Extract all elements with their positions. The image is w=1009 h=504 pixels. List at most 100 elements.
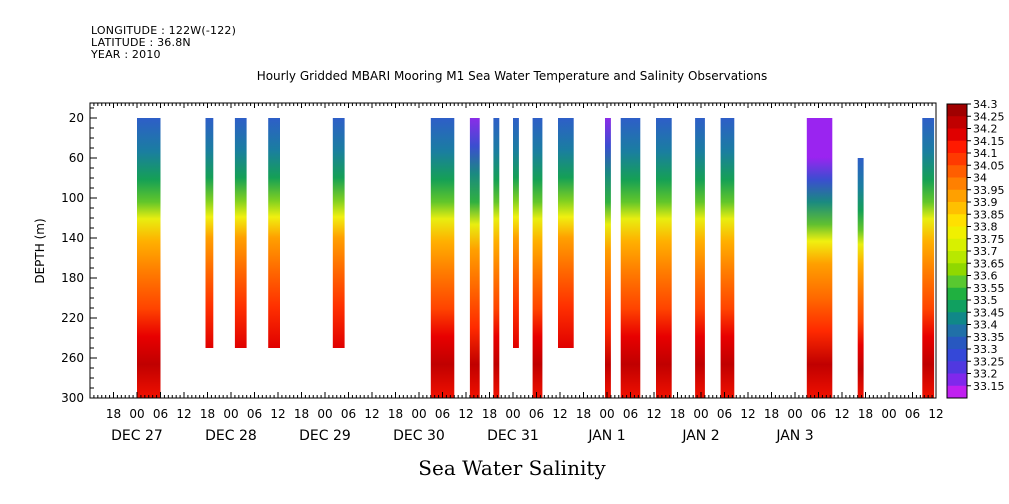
colorbar-label: 33.2 bbox=[973, 368, 998, 381]
observation-column bbox=[513, 118, 519, 348]
x-hour-label: 06 bbox=[341, 407, 356, 421]
y-axis: 20 60 100 140 180 220 260 300 bbox=[61, 107, 97, 405]
observation-column bbox=[469, 118, 480, 398]
colorbar-label: 33.35 bbox=[973, 331, 1005, 344]
x-axis: 18 00 06 12 18 00 06 12 18 00 06 12 18 00 06 12 18 00 06 12… bbox=[89, 392, 944, 444]
longitude-label: LONGITUDE : 122W(-122) bbox=[91, 24, 237, 37]
colorbar-label: 33.6 bbox=[973, 270, 998, 283]
observation-column bbox=[493, 118, 500, 398]
colorbar-label: 33.3 bbox=[973, 343, 998, 356]
x-hour-label: 12 bbox=[270, 407, 285, 421]
colorbar-label: 34.3 bbox=[973, 98, 998, 111]
x-hour-label: 12 bbox=[552, 407, 567, 421]
colorbar-swatch bbox=[947, 238, 967, 252]
observation-column bbox=[558, 118, 574, 348]
observation-column bbox=[620, 118, 641, 398]
x-hour-label: 00 bbox=[505, 407, 520, 421]
x-hour-label: 12 bbox=[364, 407, 379, 421]
x-hour-label: 06 bbox=[529, 407, 544, 421]
colorbar-swatch bbox=[947, 104, 967, 117]
x-hour-label: 00 bbox=[693, 407, 708, 421]
x-hour-label: 12 bbox=[458, 407, 473, 421]
observation-column bbox=[922, 118, 935, 398]
colorbar-label: 33.25 bbox=[973, 355, 1005, 368]
colorbar-label: 33.95 bbox=[973, 184, 1005, 197]
colorbar-label: 33.5 bbox=[973, 294, 998, 307]
colorbar-swatch bbox=[947, 153, 967, 166]
chart-title: Hourly Gridded MBARI Mooring M1 Sea Wate… bbox=[257, 69, 768, 83]
colorbar-label: 33.65 bbox=[973, 257, 1005, 270]
colorbar-label: 33.45 bbox=[973, 306, 1005, 319]
x-hour-label: 06 bbox=[247, 407, 262, 421]
colorbar-swatch bbox=[947, 116, 967, 129]
observation-column bbox=[205, 118, 214, 348]
colorbar-swatch bbox=[947, 275, 967, 289]
colorbar-swatch bbox=[947, 165, 967, 178]
y-tick-label: 220 bbox=[61, 311, 84, 325]
colorbar-label: 33.55 bbox=[973, 282, 1005, 295]
x-hour-label: 06 bbox=[153, 407, 168, 421]
colorbar-swatch bbox=[947, 324, 967, 338]
x-day-label: DEC 31 bbox=[487, 428, 539, 444]
colorbar-swatch bbox=[947, 349, 967, 362]
x-hour-label: 00 bbox=[599, 407, 614, 421]
x-hour-label: 06 bbox=[435, 407, 450, 421]
colorbar-label: 33.8 bbox=[973, 221, 998, 234]
colorbar-label: 34.1 bbox=[973, 147, 998, 160]
x-hour-label: 12 bbox=[740, 407, 755, 421]
x-day-label: JAN 1 bbox=[587, 428, 625, 444]
colorbar-label: 33.4 bbox=[973, 319, 998, 332]
top-minor-ticks bbox=[89, 103, 937, 108]
colorbar-label: 34.15 bbox=[973, 135, 1005, 148]
x-hour-label: 06 bbox=[905, 407, 920, 421]
observation-column bbox=[720, 118, 735, 398]
colorbar-swatch bbox=[947, 177, 967, 191]
observation-column bbox=[332, 118, 345, 348]
y-tick-label: 260 bbox=[61, 351, 84, 365]
colorbar-swatch bbox=[947, 189, 967, 203]
observation-column bbox=[234, 118, 247, 348]
x-hour-label: 18 bbox=[200, 407, 215, 421]
colorbar-swatch bbox=[947, 373, 967, 387]
observation-column bbox=[430, 118, 455, 398]
latitude-label: LATITUDE : 36.8N bbox=[91, 36, 191, 49]
x-hour-label: 18 bbox=[858, 407, 873, 421]
observation-column bbox=[857, 158, 864, 398]
data-columns bbox=[137, 118, 935, 398]
colorbar-swatch bbox=[947, 128, 967, 142]
x-axis-title: Sea Water Salinity bbox=[418, 456, 606, 480]
x-hour-label: 12 bbox=[928, 407, 943, 421]
observation-column bbox=[605, 118, 611, 398]
x-hour-label: 18 bbox=[482, 407, 497, 421]
colorbar-label: 33.9 bbox=[973, 196, 998, 209]
year-label: YEAR : 2010 bbox=[91, 48, 161, 61]
colorbar-label: 33.15 bbox=[973, 380, 1005, 393]
x-day-label: JAN 3 bbox=[775, 428, 813, 444]
observation-column bbox=[695, 118, 705, 398]
y-tick-label: 140 bbox=[61, 231, 84, 245]
colorbar-swatch bbox=[947, 336, 967, 350]
x-day-label: DEC 28 bbox=[205, 428, 257, 444]
colorbar-label: 34.05 bbox=[973, 159, 1005, 172]
colorbar-swatch bbox=[947, 214, 967, 227]
x-day-label: DEC 30 bbox=[393, 428, 445, 444]
observation-column bbox=[137, 118, 161, 398]
colorbar-label: 34 bbox=[973, 172, 987, 185]
x-day-label: DEC 29 bbox=[299, 428, 351, 444]
x-hour-label: 18 bbox=[106, 407, 121, 421]
x-hour-label: 18 bbox=[388, 407, 403, 421]
x-day-label: DEC 27 bbox=[111, 428, 163, 444]
colorbar-swatch bbox=[947, 287, 967, 301]
colorbar-swatch bbox=[947, 226, 967, 240]
colorbar-swatch bbox=[947, 312, 967, 325]
colorbar-label: 33.7 bbox=[973, 245, 998, 258]
colorbar: 34.334.2534.234.1534.134.053433.9533.933… bbox=[946, 98, 1005, 399]
observation-column bbox=[656, 118, 672, 398]
y-tick-label: 20 bbox=[69, 111, 84, 125]
colorbar-label: 33.75 bbox=[973, 233, 1005, 246]
x-hour-label: 18 bbox=[294, 407, 309, 421]
x-hour-label: 00 bbox=[411, 407, 426, 421]
x-hour-label: 12 bbox=[646, 407, 661, 421]
x-hour-label: 00 bbox=[787, 407, 802, 421]
